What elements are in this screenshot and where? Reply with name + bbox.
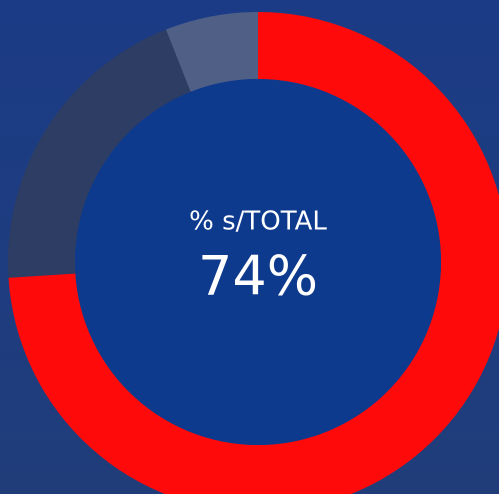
donut-slice bbox=[7, 29, 191, 278]
center-value: 74% bbox=[198, 245, 318, 308]
donut-hole bbox=[75, 79, 441, 445]
center-title: % s/TOTAL bbox=[189, 207, 327, 237]
donut bbox=[7, 12, 499, 494]
donut-slice bbox=[165, 12, 258, 92]
